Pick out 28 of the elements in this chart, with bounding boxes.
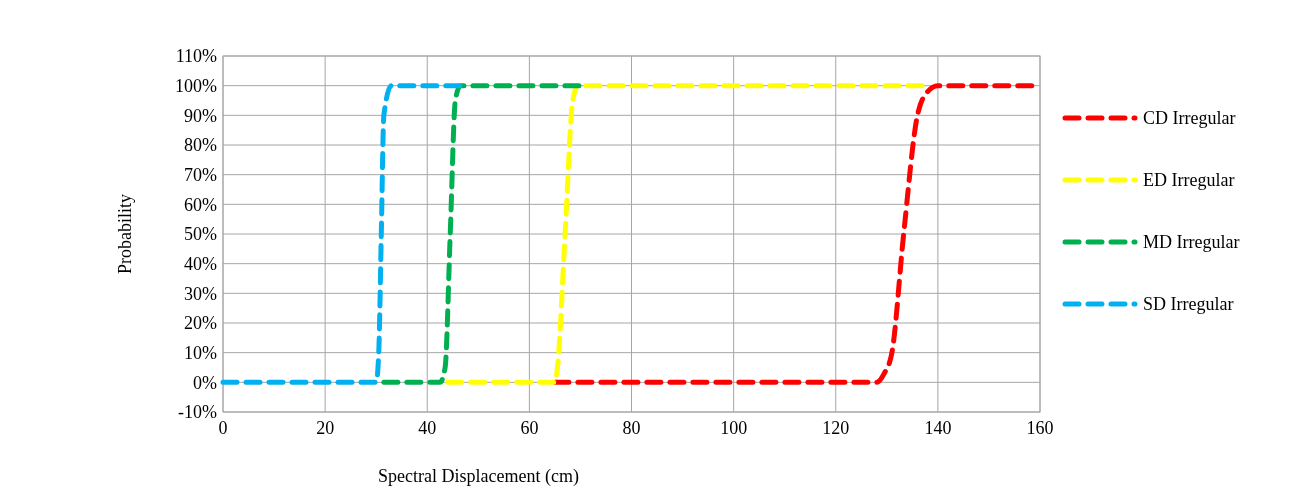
y-tick-label: 70%	[184, 164, 217, 185]
legend-label: ED Irregular	[1143, 170, 1235, 191]
y-tick-label: 10%	[184, 342, 217, 363]
y-tick-label: 50%	[184, 224, 217, 245]
legend-label: MD Irregular	[1143, 232, 1240, 253]
x-tick-label: 140	[924, 418, 952, 438]
x-axis-title: Spectral Displacement (cm)	[378, 466, 579, 487]
y-tick-label: 40%	[184, 253, 217, 274]
legend-label: SD Irregular	[1143, 294, 1234, 315]
x-tick-label: 100	[720, 418, 748, 438]
x-tick-label: 40	[418, 418, 437, 438]
x-tick-label: 160	[1026, 418, 1054, 438]
x-tick-label: 0	[218, 418, 228, 438]
y-tick-label: 80%	[184, 135, 217, 156]
x-tick-label: 120	[822, 418, 850, 438]
y-tick-label: 110%	[175, 46, 217, 67]
y-tick-label: 0%	[193, 372, 217, 393]
y-tick-label: 20%	[184, 313, 217, 334]
y-tick-label: 90%	[184, 105, 217, 126]
x-tick-label: 60	[520, 418, 539, 438]
y-tick-label: -10%	[178, 402, 217, 423]
legend-label: CD Irregular	[1143, 108, 1236, 129]
y-tick-label: 60%	[184, 194, 217, 215]
x-tick-label: 80	[622, 418, 641, 438]
y-tick-label: 100%	[175, 75, 217, 96]
y-tick-label: 30%	[184, 283, 217, 304]
x-tick-label: 20	[316, 418, 335, 438]
y-axis-title: Probability	[115, 194, 135, 274]
